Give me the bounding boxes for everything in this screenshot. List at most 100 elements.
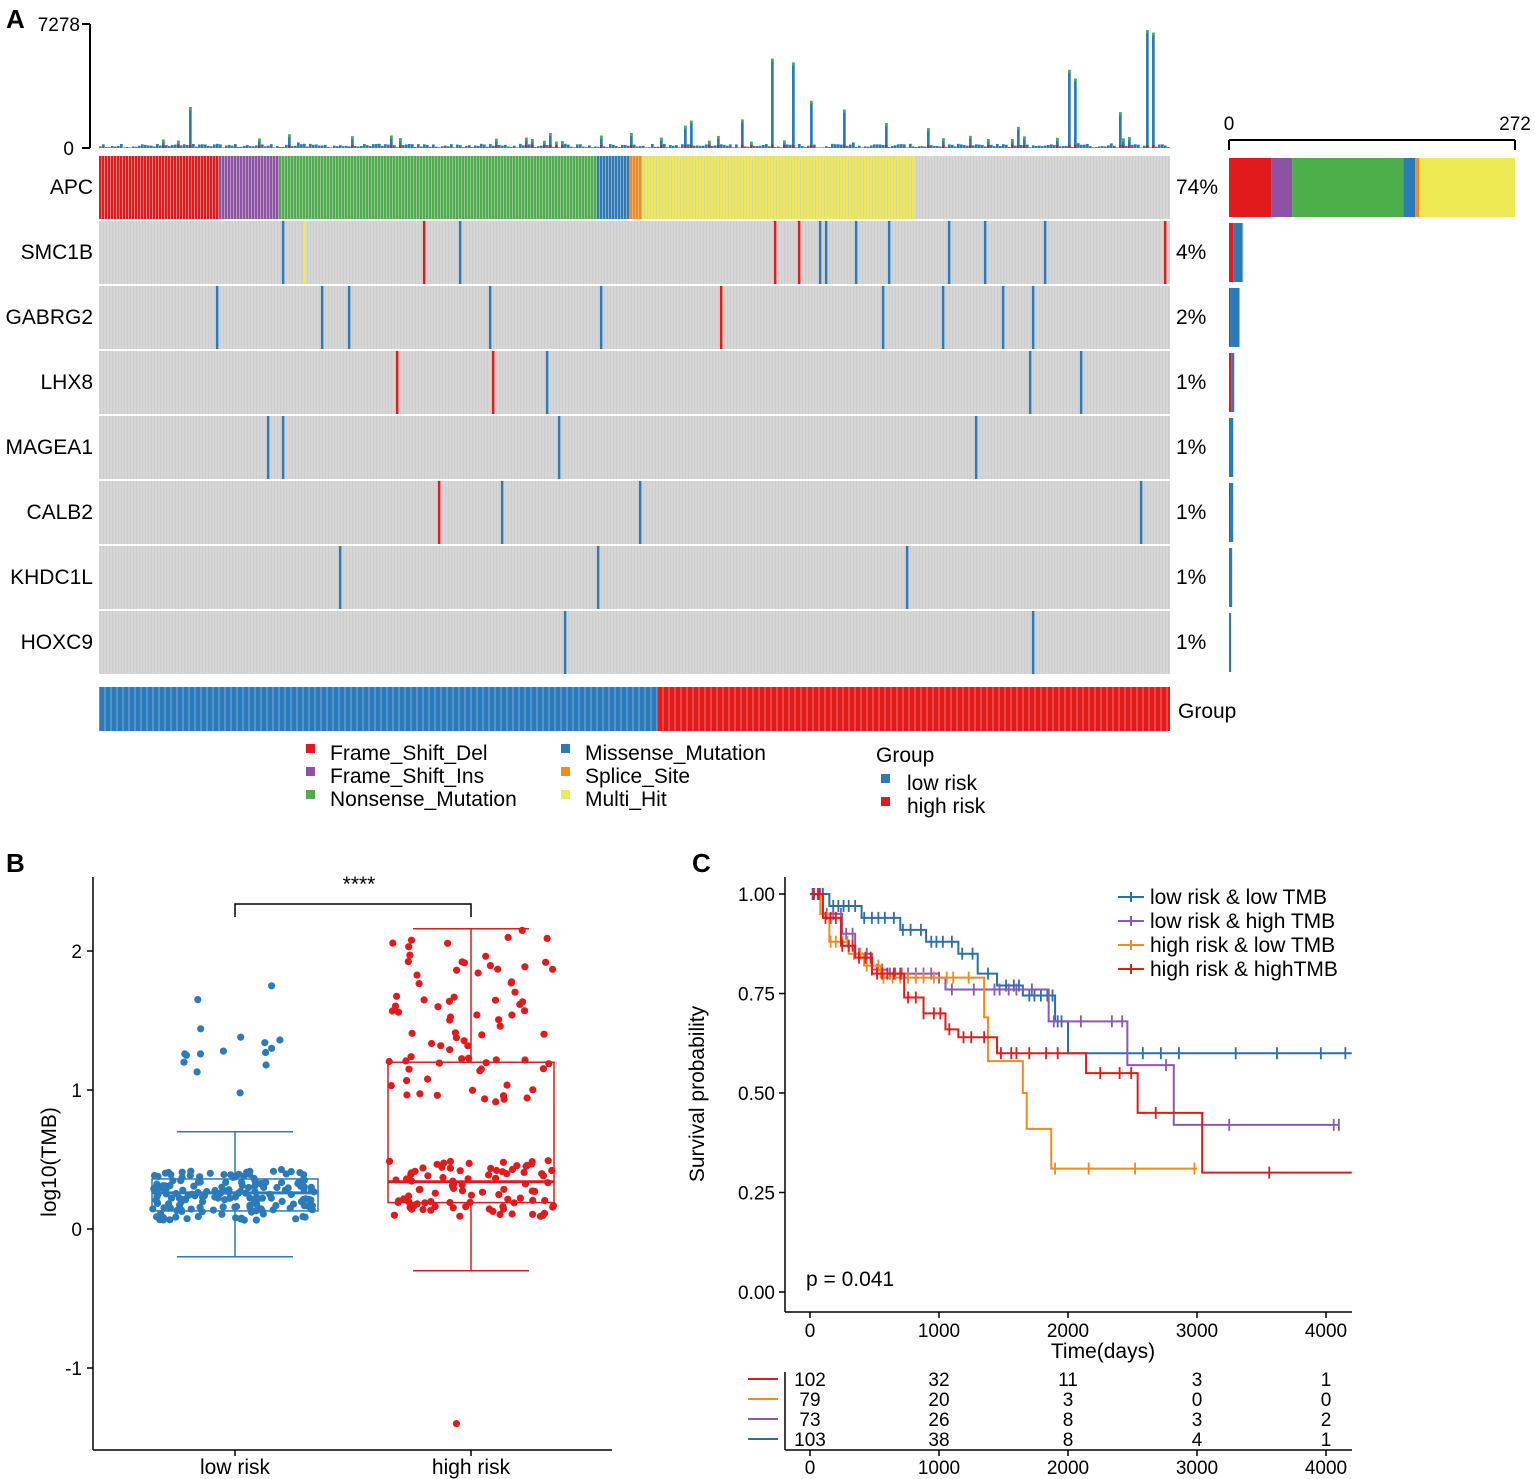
tmb-bar (912, 146, 915, 148)
legend-label: Missense_Mutation (585, 742, 766, 765)
mutation-cell (549, 156, 552, 219)
data-point (278, 1178, 286, 1187)
tmb-bar (354, 146, 357, 148)
data-point (549, 1203, 557, 1211)
tmb-bar (1077, 143, 1080, 148)
mutation-cell (1044, 221, 1047, 284)
mutation-cell (555, 156, 558, 219)
tmb-bar (885, 123, 888, 148)
tmb-bar (642, 145, 645, 148)
gene-row-smc1b (99, 221, 1170, 284)
y-tick-label: 1.00 (738, 885, 775, 906)
tmb-bar (303, 143, 306, 148)
mutation-cell (624, 156, 627, 219)
tmb-bar-base (987, 145, 990, 148)
tmb-bar (1008, 146, 1011, 148)
tmb-bar (312, 144, 315, 148)
mutation-cell (756, 156, 759, 219)
data-point (408, 1205, 416, 1213)
mutation-cell (267, 156, 270, 219)
gene-count-segment (1231, 353, 1235, 412)
significance-bracket: **** (234, 873, 472, 917)
data-point (268, 982, 276, 990)
data-point (451, 1029, 459, 1037)
tmb-bar (1044, 145, 1047, 148)
data-point (433, 1091, 441, 1099)
tmb-bar (447, 146, 450, 148)
mutation-cell (789, 156, 792, 219)
risk-table-x-tick-label: 4000 (1305, 1458, 1347, 1479)
mutation-cell (162, 156, 165, 219)
mutation-cell (255, 156, 258, 219)
tmb-bar (378, 143, 381, 148)
mutation-cell (717, 156, 720, 219)
data-point (269, 1167, 278, 1175)
tmb-bar (591, 147, 594, 148)
mutation-cell (585, 156, 588, 219)
y-tick-label: 2 (71, 942, 82, 963)
tmb-bar (228, 144, 231, 148)
mutation-cell (303, 221, 306, 284)
km-legend-label: high risk & low TMB (1150, 934, 1335, 957)
x-tick-label: 2000 (1047, 1321, 1089, 1342)
mutation-cell (612, 156, 615, 219)
data-point (496, 1210, 504, 1219)
tmb-bar (618, 147, 621, 148)
y-tick-label: -1 (65, 1359, 82, 1380)
mutation-cell (129, 156, 132, 219)
gene-labels: APC SMC1B GABRG2 LHX8 MAGEA1 CALB2 KHDC1L HOXC9 (5, 176, 93, 654)
mutation-cell (348, 286, 351, 349)
tmb-bar (174, 144, 177, 148)
boxplot-x-ticks: low risk high risk (200, 1450, 511, 1479)
tmb-bar-top (495, 138, 498, 142)
mutation-cell (606, 156, 609, 219)
data-point (424, 1172, 432, 1180)
tmb-bar (264, 146, 267, 148)
tmb-bar (474, 145, 477, 148)
mutation-cell (282, 156, 285, 219)
tmb-bar (741, 119, 744, 148)
tmb-bar (900, 144, 903, 148)
tmb-bar-top (690, 120, 693, 124)
tmb-bar-top (531, 139, 534, 143)
gene-label: APC (50, 176, 93, 199)
tmb-bar-top (708, 140, 711, 144)
data-point (496, 1022, 504, 1030)
tmb-bar (114, 146, 117, 148)
mutation-cell (264, 156, 267, 219)
data-point (424, 1075, 432, 1083)
data-point (268, 1044, 276, 1052)
tmb-bar (321, 145, 324, 148)
mutation-cell (813, 156, 816, 219)
data-point (237, 1214, 246, 1222)
tmb-bar (357, 146, 360, 148)
mutation-cell (372, 156, 375, 219)
mutation-cell (297, 156, 300, 219)
tmb-boxplot: -1 0 1 2 log10(TMB) low risk high risk **** (38, 873, 612, 1479)
panel-label-c: C (692, 848, 711, 878)
data-point (246, 1194, 254, 1202)
mutation-cell (891, 156, 894, 219)
mutation-cell (732, 156, 735, 219)
mutation-cell (681, 156, 684, 219)
mutation-cell (828, 156, 831, 219)
risk-table-value: 4 (1192, 1430, 1203, 1451)
data-point (404, 958, 412, 966)
tmb-bar (753, 145, 756, 148)
mutation-cell (471, 156, 474, 219)
gene-label: SMC1B (21, 241, 93, 264)
tmb-bar (132, 146, 135, 148)
data-point (408, 1029, 416, 1037)
y-tick-label: 0.25 (738, 1184, 775, 1205)
tmb-bar (1119, 112, 1122, 148)
tmb-bar (879, 144, 882, 148)
data-point (153, 1193, 161, 1201)
mutation-cell (570, 156, 573, 219)
oncoplot: 7278 0 APC SMC1B GABRG2 LHX8 MAGEA1 CALB2 KHDC… (5, 15, 1530, 818)
data-point (504, 933, 512, 942)
tmb-bar (1110, 143, 1113, 148)
mutation-cell (348, 156, 351, 219)
data-point (477, 1065, 485, 1073)
mutation-cell (552, 156, 555, 219)
group-legend-swatch (881, 797, 890, 806)
